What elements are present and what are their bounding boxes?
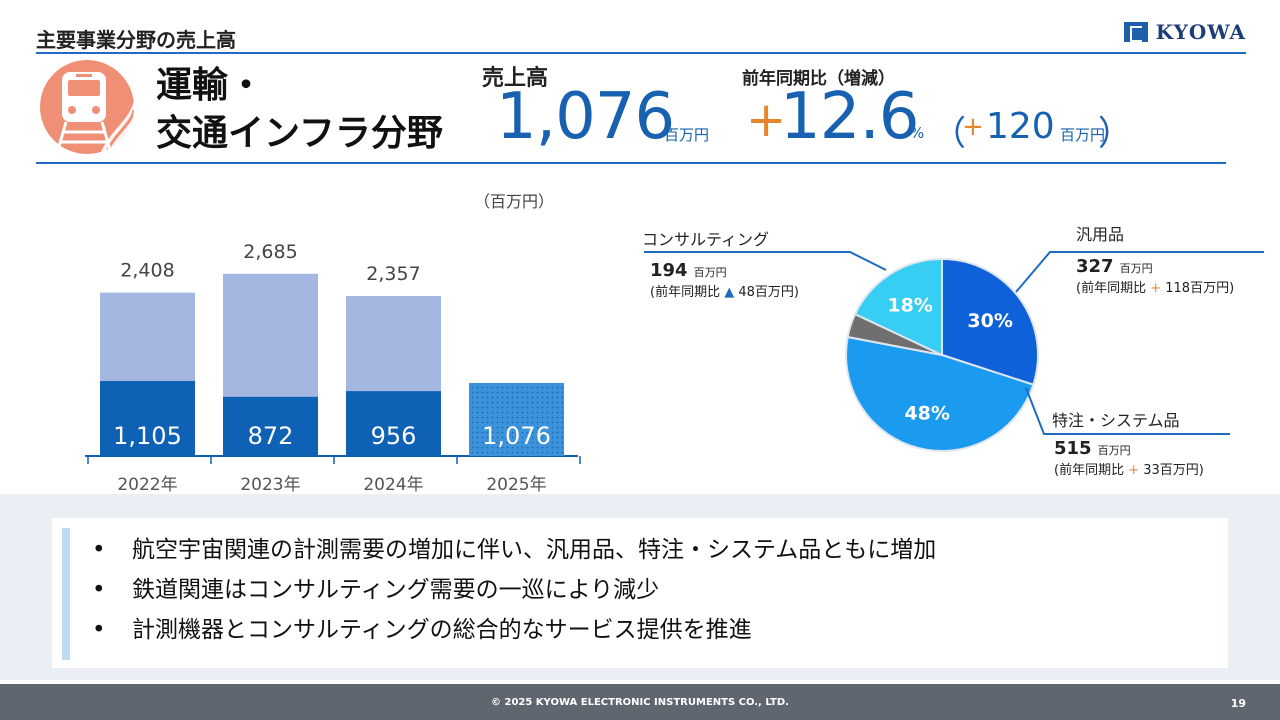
- callout-amount: 515 百万円: [1054, 438, 1131, 459]
- bullet-item: 航空宇宙関連の計測需要の増加に伴い、汎用品、特注・システム品ともに増加: [92, 530, 936, 570]
- bar-value: [346, 391, 441, 456]
- callout-yoy: (前年同期比 + 118百万円): [1076, 280, 1234, 296]
- pie-slice: [853, 257, 943, 357]
- bar-total-label: 2,408: [120, 260, 174, 282]
- yoy-paren-open: （: [932, 114, 966, 154]
- callout-name: 特注・システム品: [1052, 411, 1180, 430]
- footer-bar: [0, 684, 1280, 720]
- yoy-paren-close: ）: [1098, 114, 1132, 154]
- pie-slice: [941, 257, 1039, 386]
- bar-total-label: 2,357: [366, 263, 420, 285]
- section-divider: [36, 162, 1226, 164]
- yoy-amount: 120: [986, 106, 1055, 147]
- pie-slice: [845, 335, 1035, 453]
- callout-leader: [644, 251, 887, 271]
- yoy-label: 前年同期比（増減）: [742, 69, 895, 89]
- callout-leader: [1015, 251, 1264, 293]
- bar-total-label: 2,685: [243, 241, 297, 263]
- company-logo: KYOWA: [1123, 20, 1246, 44]
- pie-slice-label: 48%: [904, 403, 949, 425]
- bar-value-label: 1,076: [482, 422, 551, 450]
- yoy-amount-sign: +: [962, 112, 984, 142]
- bar-chart: 2,408 1,105 2022年 2,685 872 2023年 2,357 956 2024…: [85, 241, 581, 495]
- logo-mark-icon: [1123, 22, 1148, 42]
- sector-title-line1: 運輸・: [156, 65, 265, 106]
- callout-name: コンサルティング: [642, 230, 769, 249]
- page-title: 主要事業分野の売上高: [36, 28, 236, 52]
- yoy-unit: %: [910, 124, 925, 142]
- sector-title: 運輸・ 交通インフラ分野: [156, 62, 443, 158]
- sales-unit: 百万円: [664, 126, 710, 144]
- bullet-item: 鉄道関連はコンサルティング需要の一巡により減少: [92, 570, 936, 610]
- train-icon: [40, 60, 134, 154]
- bar-value-label: 956: [371, 422, 417, 450]
- bar-value: [469, 382, 564, 456]
- bar-value: [223, 396, 318, 456]
- callout-name: 汎用品: [1076, 225, 1124, 244]
- callout-amount: 327 百万円: [1076, 256, 1153, 277]
- callout-amount: 194 百万円: [650, 260, 727, 281]
- sales-label: 売上高: [482, 66, 549, 91]
- bullet-item: 計測機器とコンサルティングの総合的なサービス提供を推進: [92, 610, 936, 650]
- chart-unit-label: （百万円）: [474, 192, 555, 211]
- x-tick-label: 2023年: [240, 475, 300, 495]
- callout-leader: [1025, 387, 1230, 435]
- x-tick-label: 2025年: [486, 475, 546, 495]
- yoy-value: 12.6: [780, 80, 919, 154]
- logo-wordmark: KYOWA: [1155, 20, 1246, 44]
- sales-value: 1,076: [496, 80, 675, 154]
- callout-yoy: (前年同期比 + 33百万円): [1054, 462, 1204, 478]
- callout-yoy: (前年同期比 ▲ 48百万円): [650, 284, 799, 300]
- sector-title-line2: 交通インフラ分野: [156, 113, 443, 154]
- summary-bullets: 航空宇宙関連の計測需要の増加に伴い、汎用品、特注・システム品ともに増加 鉄道関連…: [92, 530, 936, 650]
- bar-value-label: 872: [248, 422, 294, 450]
- x-tick-label: 2024年: [363, 475, 423, 495]
- header-divider: [36, 52, 1246, 54]
- pie-chart: 30% 48% 18% 汎用品 327 百万円 (前年同期比 + 118百万円) 特注・システ…: [642, 225, 1264, 478]
- pie-slice-label: 18%: [887, 295, 932, 317]
- yoy-sign: +: [746, 92, 787, 148]
- x-tick-label: 2022年: [117, 475, 177, 495]
- pie-slice-label: 30%: [967, 310, 1012, 332]
- bar-value-label: 1,105: [113, 422, 182, 450]
- page-number: 19: [1230, 697, 1246, 710]
- yoy-amount-unit: 百万円: [1060, 126, 1106, 144]
- summary-accent-bar: [62, 528, 70, 660]
- copyright: © 2025 KYOWA ELECTRONIC INSTRUMENTS CO.,…: [491, 697, 789, 708]
- bar-value: [100, 381, 195, 456]
